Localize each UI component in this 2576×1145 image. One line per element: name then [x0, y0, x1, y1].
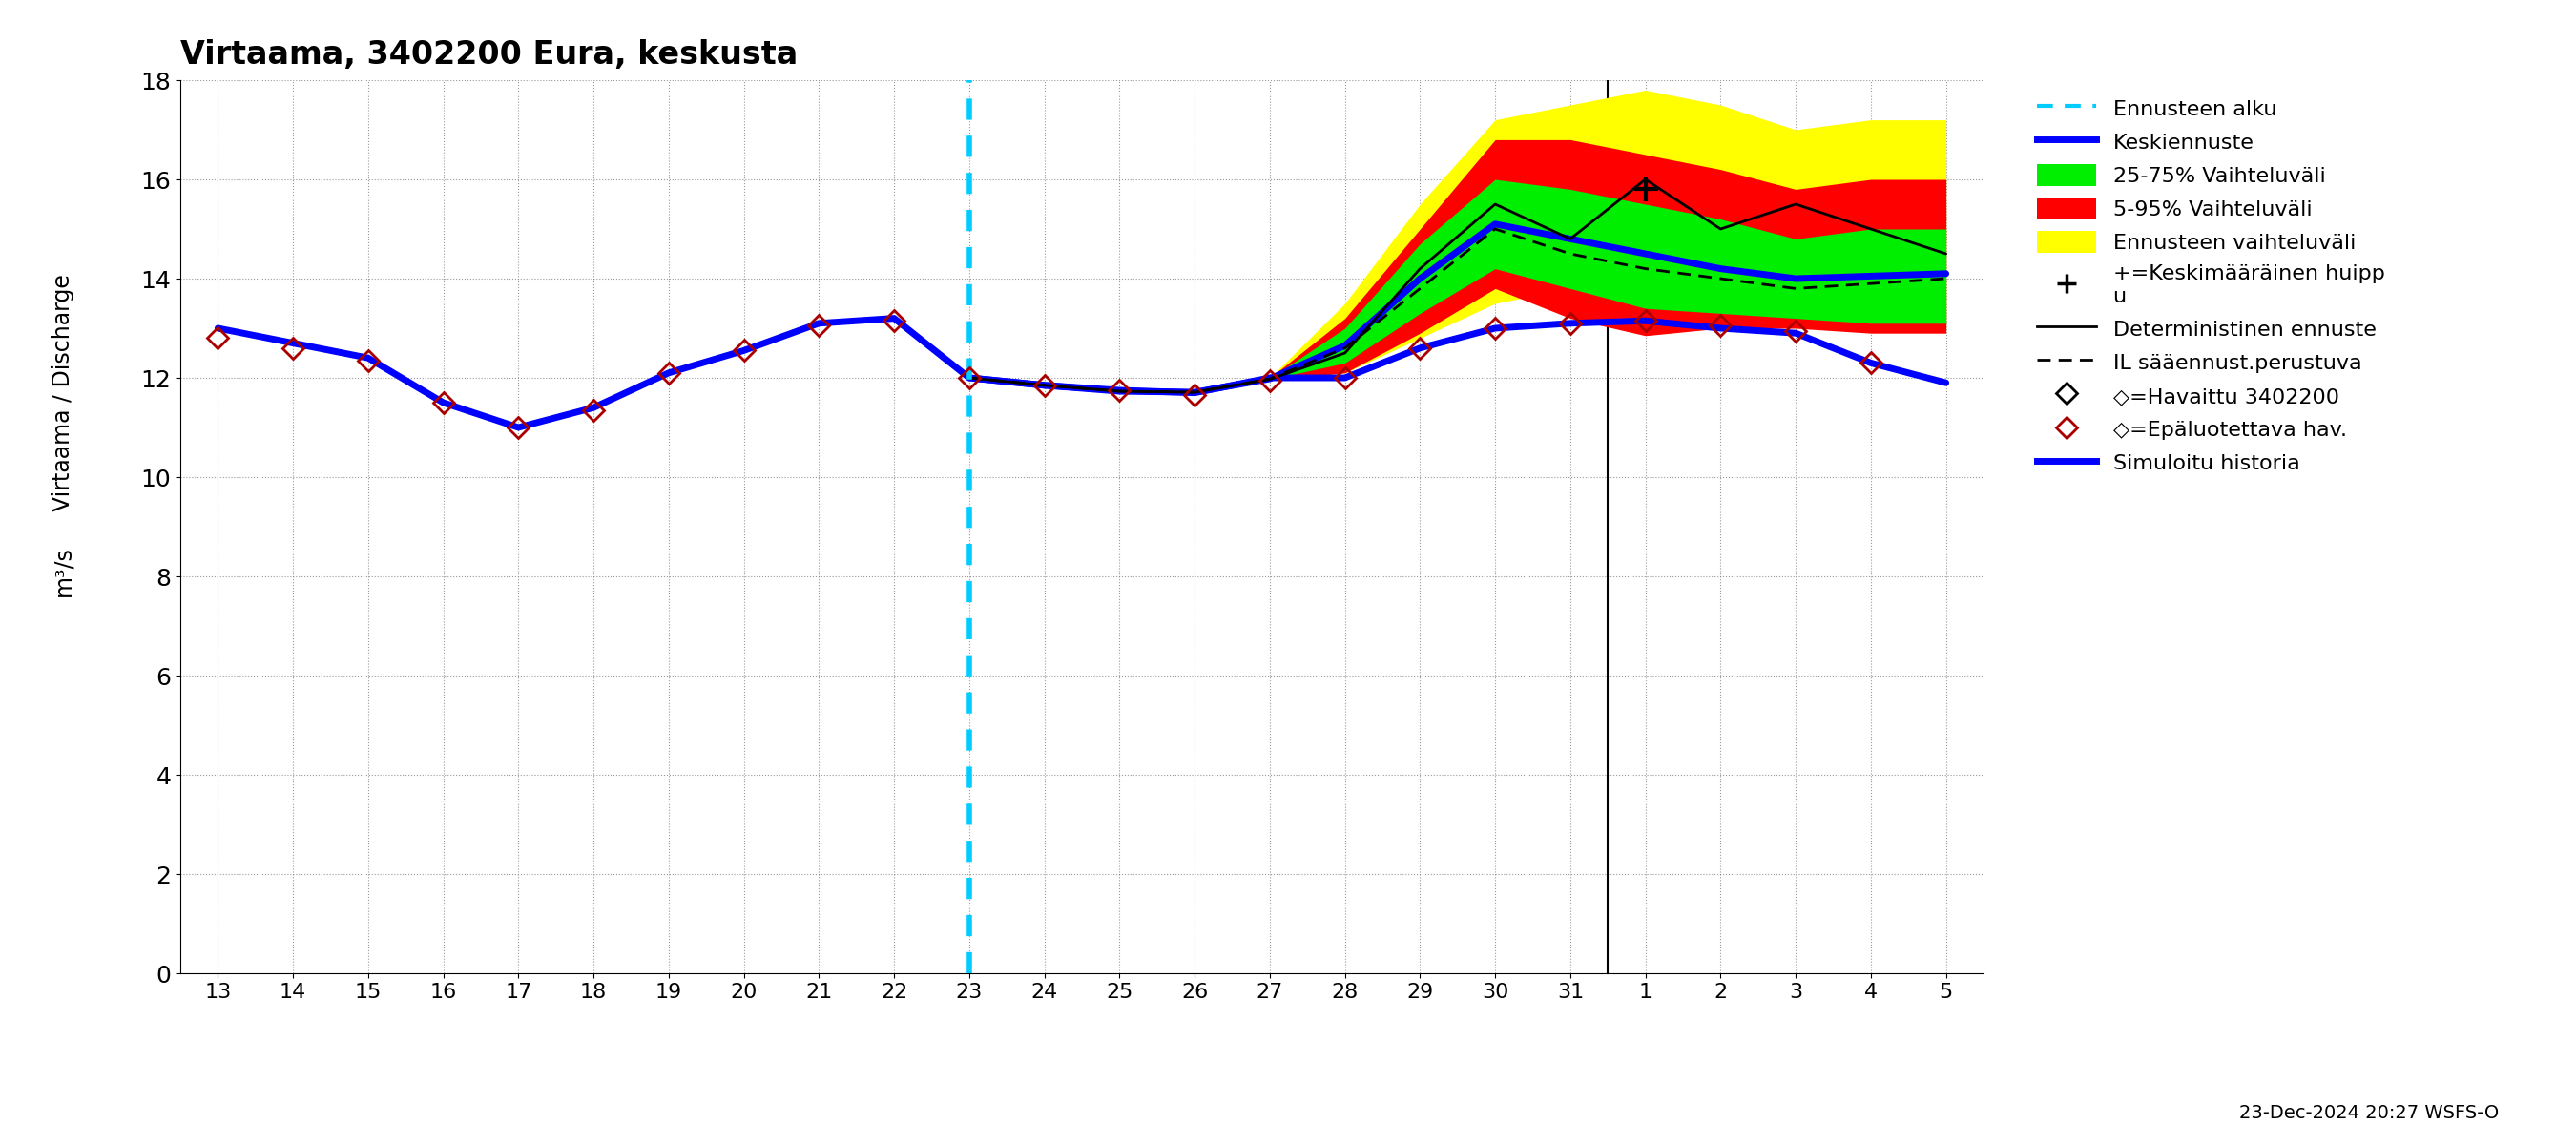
Text: m³/s: m³/s [52, 546, 75, 597]
Text: Virtaama, 3402200 Eura, keskusta: Virtaama, 3402200 Eura, keskusta [180, 39, 799, 71]
Legend: Ennusteen alku, Keskiennuste, 25-75% Vaihteluväli, 5-95% Vaihteluväli, Ennusteen: Ennusteen alku, Keskiennuste, 25-75% Vai… [2030, 90, 2391, 480]
Text: Virtaama / Discharge: Virtaama / Discharge [52, 274, 75, 512]
Text: 23-Dec-2024 20:27 WSFS-O: 23-Dec-2024 20:27 WSFS-O [2239, 1104, 2499, 1122]
